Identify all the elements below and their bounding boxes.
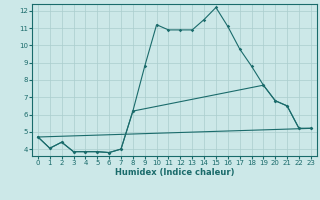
- X-axis label: Humidex (Indice chaleur): Humidex (Indice chaleur): [115, 168, 234, 177]
